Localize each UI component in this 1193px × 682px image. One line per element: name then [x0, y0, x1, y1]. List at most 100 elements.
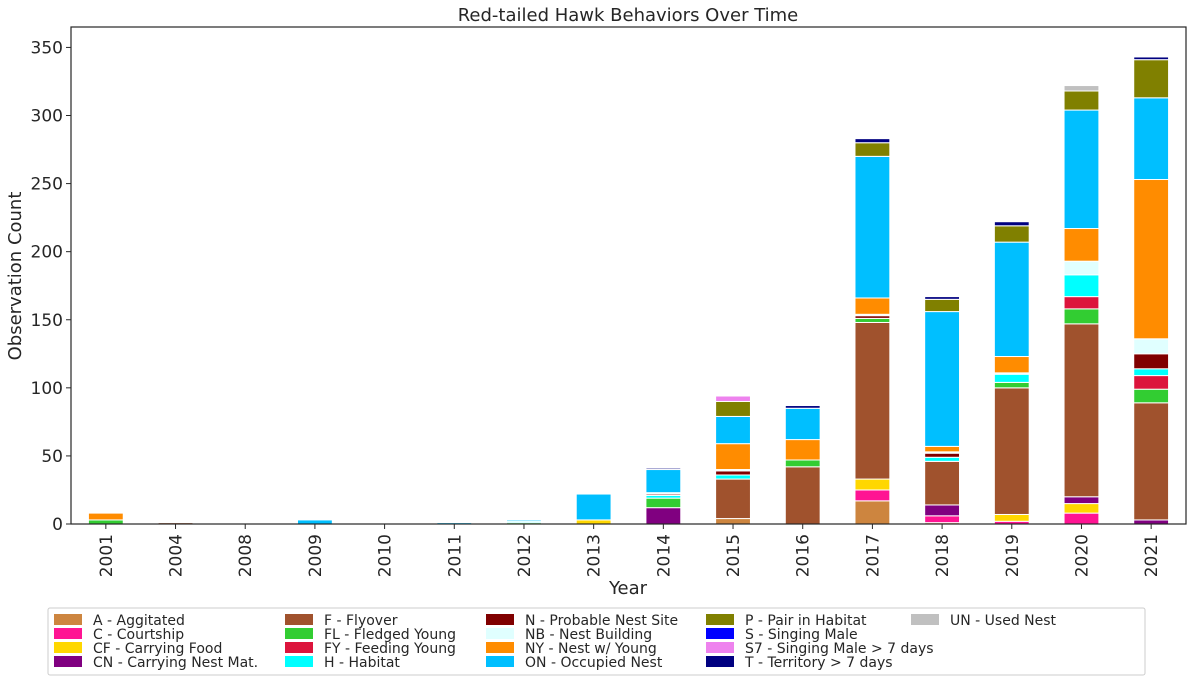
y-tick-label: 50 — [41, 447, 63, 467]
bar-segment — [993, 241, 1030, 358]
bar-segment — [993, 387, 1030, 515]
legend-label: FY - Feeding Young — [324, 641, 456, 657]
legend-label: F - Flyover — [324, 613, 398, 629]
bar-segment — [575, 519, 612, 525]
bar-segment — [1063, 296, 1100, 310]
x-tick-label: 2004 — [167, 534, 187, 577]
bar-segment — [1063, 512, 1100, 525]
bar-segment — [1063, 503, 1100, 514]
bar-segment — [1133, 402, 1170, 521]
legend-label: T - Territory > 7 days — [744, 655, 893, 671]
x-axis-label: Year — [608, 578, 648, 599]
bar-segment — [506, 519, 542, 522]
legend-label: A - Aggitated — [93, 613, 185, 629]
legend-label: FL - Fledged Young — [324, 627, 456, 643]
bar-segment — [784, 405, 821, 409]
bar-segment — [784, 459, 821, 468]
x-tick-label: 2020 — [1072, 534, 1092, 577]
x-tick-label: 2016 — [794, 534, 814, 577]
bar-segment — [854, 321, 891, 480]
bar-segment — [1063, 228, 1100, 262]
x-tick-label: 2019 — [1003, 534, 1023, 577]
bar-segment — [854, 138, 891, 144]
legend-swatch — [54, 628, 82, 639]
legend-swatch — [285, 628, 313, 639]
bar-segment — [715, 518, 751, 525]
bar-segment — [993, 513, 1030, 522]
legend-label: ON - Occupied Nest — [525, 655, 663, 671]
x-tick-label: 2013 — [585, 534, 605, 577]
legend-label: S - Singing Male — [745, 627, 858, 643]
bar-segment — [1133, 368, 1170, 377]
bar-segment — [784, 407, 821, 441]
bar-segment — [1133, 375, 1170, 390]
legend-swatch — [54, 642, 82, 653]
bar-segment — [645, 497, 682, 509]
bar-segment — [784, 466, 821, 525]
legend-label: NB - Nest Building — [525, 627, 652, 643]
bar-segment — [924, 298, 961, 313]
bar-segment — [993, 381, 1030, 389]
y-tick-label: 0 — [52, 515, 63, 535]
bar-segment — [784, 439, 821, 461]
x-tick-label: 2008 — [236, 534, 256, 577]
bar-segment — [645, 467, 682, 471]
bar-segment — [854, 297, 891, 315]
y-tick-label: 100 — [31, 379, 63, 399]
legend-swatch — [486, 642, 514, 653]
bar-segment — [1133, 353, 1170, 370]
bar-segment — [1063, 308, 1100, 325]
legend-label: NY - Nest w/ Young — [525, 641, 657, 657]
legend-swatch — [285, 656, 313, 667]
bar-segment — [854, 478, 891, 491]
bar-segment — [1063, 109, 1100, 230]
bar-segment — [1133, 56, 1170, 61]
x-tick-label: 2012 — [515, 534, 535, 577]
bar-segment — [715, 474, 751, 480]
legend-swatch — [54, 656, 82, 667]
bar-segment — [924, 311, 961, 447]
bar-segment — [1133, 59, 1170, 99]
legend-label: UN - Used Nest — [950, 613, 1057, 629]
bar-segment — [924, 456, 961, 462]
legend-label: N - Probable Nest Site — [525, 613, 678, 629]
bar-segment — [1133, 388, 1170, 404]
x-tick-label: 2017 — [863, 534, 883, 577]
bar-segment — [1063, 274, 1100, 298]
x-tick-label: 2021 — [1142, 534, 1162, 577]
bar-segment — [1063, 85, 1100, 92]
legend-frame — [47, 607, 1146, 676]
y-tick-label: 150 — [31, 311, 63, 331]
bar-segment — [87, 519, 124, 525]
legend-label: P - Pair in Habitat — [745, 613, 867, 629]
y-axis-ticks: 0 50 100 150 200 250 300 350 — [31, 38, 71, 535]
bar-segment — [924, 296, 961, 300]
legend-swatch — [486, 628, 514, 639]
plot-frame — [70, 26, 1187, 525]
bar-segment — [1133, 519, 1170, 525]
legend-swatch — [911, 614, 939, 625]
legend-swatch — [706, 628, 734, 639]
bar-segment — [715, 415, 751, 445]
bar-segment — [1133, 97, 1170, 181]
bar-segment — [645, 469, 682, 494]
y-tick-label: 200 — [31, 243, 63, 263]
legend-swatch — [706, 642, 734, 653]
bar-segment — [715, 400, 751, 417]
bar-segment — [854, 500, 891, 525]
bar-segment — [715, 443, 751, 471]
bar-segment — [1063, 90, 1100, 111]
x-tick-label: 2011 — [445, 534, 465, 577]
legend-swatch — [706, 614, 734, 625]
bar-segment — [993, 373, 1030, 383]
legend-swatch — [706, 656, 734, 667]
x-axis-ticks: 2001 2004 2008 2009 2010 2011 2012 2013 2014 2015… — [97, 524, 1162, 577]
x-tick-label: 2015 — [724, 534, 744, 577]
legend-label: CF - Carrying Food — [93, 641, 222, 657]
bar-segment — [924, 452, 961, 458]
y-axis-label: Observation Count — [5, 192, 26, 361]
legend-swatch — [285, 642, 313, 653]
x-tick-label: 2014 — [654, 534, 674, 577]
